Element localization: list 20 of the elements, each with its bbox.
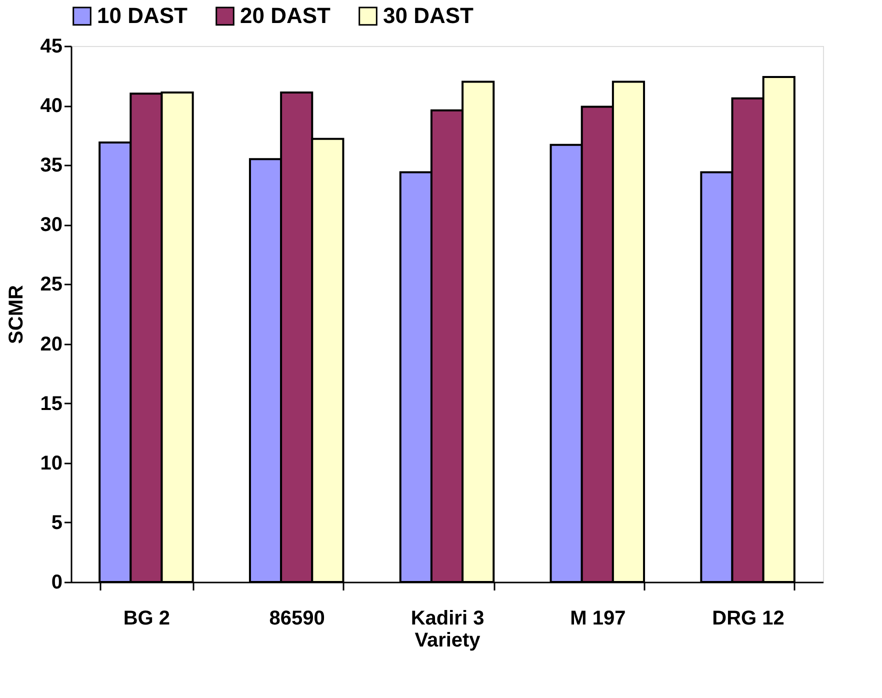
- x-tick-label: 86590: [269, 608, 325, 630]
- y-tick-label: 10: [40, 452, 62, 474]
- y-tick-label: 45: [40, 36, 62, 58]
- x-tick-label: DRG 12: [712, 608, 784, 630]
- y-tick-label: 35: [40, 154, 62, 177]
- y-axis-title: SCMR: [5, 284, 28, 344]
- x-tick-label: Kadiri 3: [410, 608, 484, 630]
- y-tick-label: 5: [51, 512, 62, 534]
- y-tick-label: 20: [40, 333, 62, 356]
- y-tick-label: 15: [40, 392, 62, 415]
- y-tick-label: 25: [40, 274, 62, 296]
- x-tick-label: BG 2: [123, 608, 170, 630]
- y-tick-label: 30: [40, 214, 62, 236]
- x-tick-label: M 197: [570, 608, 626, 630]
- legend-label: 30 DAST: [383, 3, 474, 28]
- x-axis-title: Variety: [414, 630, 482, 652]
- y-tick-label: 0: [51, 572, 62, 594]
- legend-label: 10 DAST: [97, 3, 188, 28]
- legend-label: 20 DAST: [240, 3, 332, 28]
- y-tick-label: 40: [40, 95, 62, 118]
